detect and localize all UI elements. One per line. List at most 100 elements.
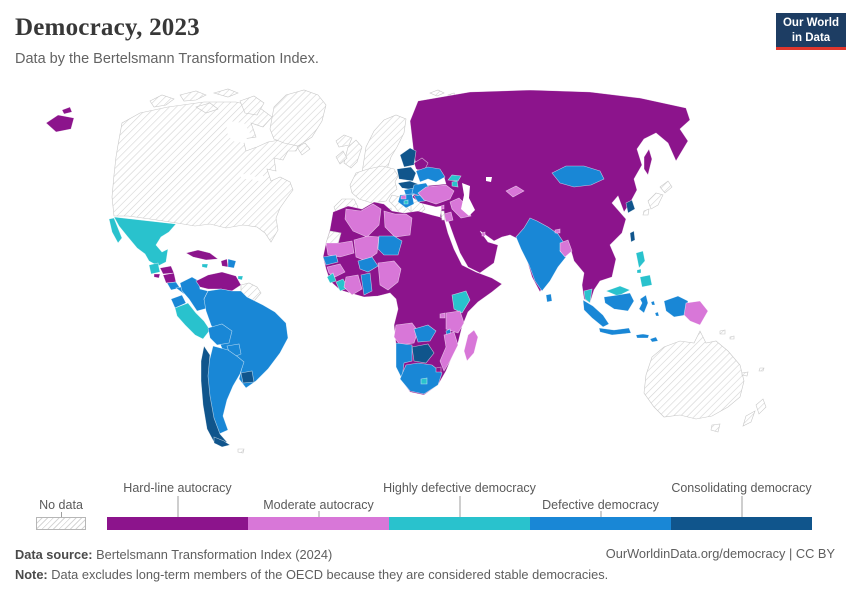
region-new-zealand[interactable] (755, 398, 767, 415)
region-chile[interactable] (200, 345, 228, 445)
region-mali[interactable] (353, 235, 380, 262)
region-georgia[interactable] (447, 174, 462, 182)
region-iceland[interactable] (335, 134, 353, 148)
region-japan[interactable] (642, 208, 650, 216)
region-indonesia[interactable] (603, 292, 635, 312)
region-arctic-islands[interactable] (212, 88, 239, 98)
region-arctic-islands[interactable] (149, 94, 175, 108)
region-dominican-republic[interactable] (227, 258, 237, 269)
region-mexico[interactable] (113, 216, 177, 267)
region-qatar[interactable] (481, 231, 486, 237)
world-map[interactable] (0, 85, 850, 477)
region-uruguay[interactable] (240, 370, 255, 384)
region-mauritania[interactable] (325, 240, 355, 258)
region-chile[interactable] (213, 436, 231, 448)
region-bosnia[interactable] (400, 194, 407, 200)
region-philippines[interactable] (636, 268, 642, 274)
region-timor[interactable] (649, 336, 659, 343)
legend-segment-hardline[interactable] (107, 517, 248, 530)
region-australia[interactable] (643, 330, 745, 420)
region-belarus[interactable] (413, 157, 429, 172)
region-pacific-islands[interactable] (729, 335, 735, 340)
region-mongolia[interactable] (551, 165, 605, 188)
region-turkey[interactable] (417, 184, 455, 205)
region-mozambique[interactable] (439, 331, 459, 372)
region-lebanon[interactable] (440, 204, 445, 210)
region-botswana[interactable] (411, 343, 435, 364)
region-kyrgyzstan[interactable] (505, 185, 525, 198)
region-nicaragua[interactable] (162, 272, 177, 284)
region-arctic-islands[interactable] (239, 95, 265, 116)
region-madagascar[interactable] (463, 329, 479, 362)
region-rwanda-burundi[interactable] (439, 312, 446, 319)
region-poland[interactable] (396, 166, 417, 182)
region-indonesia[interactable] (654, 311, 660, 317)
region-indonesia[interactable] (598, 327, 632, 336)
legend-segment-consolidating[interactable] (671, 517, 812, 530)
region-sakhalin[interactable] (643, 148, 653, 176)
footer-credit-link[interactable]: OurWorldinData.org/democracy | CC BY (605, 546, 835, 561)
region-south-korea[interactable] (625, 199, 636, 214)
region-guatemala[interactable] (148, 262, 161, 275)
legend-no-data-swatch[interactable] (36, 517, 86, 530)
region-russia-far-east[interactable] (61, 106, 73, 115)
legend-segment-moderate[interactable] (248, 517, 389, 530)
region-malaysia[interactable] (583, 288, 593, 304)
region-russia-far-east[interactable] (45, 114, 75, 133)
region-cote-divoire[interactable] (343, 274, 363, 296)
region-newfoundland[interactable] (296, 142, 311, 156)
region-lesotho[interactable] (420, 377, 428, 385)
region-uk[interactable] (343, 139, 363, 169)
region-mexico[interactable] (108, 217, 123, 244)
region-bhutan[interactable] (554, 228, 561, 234)
region-eswatini[interactable] (435, 366, 442, 373)
region-malaysia[interactable] (605, 285, 631, 297)
region-papua-new-guinea[interactable] (683, 300, 709, 326)
region-ecuador[interactable] (170, 294, 187, 309)
region-burkina-faso[interactable] (357, 256, 379, 273)
region-niger[interactable] (377, 235, 403, 256)
region-pacific-islands[interactable] (741, 371, 749, 377)
region-montenegro[interactable] (403, 199, 409, 205)
region-kenya[interactable] (451, 290, 471, 314)
region-zambia[interactable] (413, 324, 437, 343)
region-bangladesh[interactable] (559, 239, 573, 258)
region-arctic-islands[interactable] (195, 102, 219, 114)
region-israel[interactable] (440, 210, 446, 221)
region-honduras[interactable] (159, 265, 175, 275)
region-senegal[interactable] (322, 254, 339, 266)
region-japan[interactable] (659, 180, 673, 194)
region-indonesia[interactable] (650, 300, 656, 306)
region-philippines[interactable] (639, 274, 653, 288)
region-new-zealand[interactable] (742, 410, 756, 427)
region-baltics[interactable] (399, 147, 417, 168)
region-west-europe[interactable] (349, 165, 399, 204)
region-armenia[interactable] (451, 180, 459, 188)
region-ukraine[interactable] (415, 166, 446, 183)
region-ghana[interactable] (360, 272, 373, 296)
legend-segment-defective[interactable] (530, 517, 671, 530)
region-algeria[interactable] (344, 203, 382, 238)
region-angola[interactable] (393, 322, 419, 346)
owid-logo[interactable]: Our World in Data (776, 13, 846, 50)
region-haiti[interactable] (220, 258, 229, 268)
region-jordan[interactable] (443, 211, 454, 223)
region-svalbard[interactable] (429, 89, 445, 97)
region-greenland[interactable] (269, 89, 327, 147)
region-jamaica[interactable] (201, 263, 209, 269)
region-bolivia[interactable] (207, 323, 233, 346)
legend-segment-highly-defective[interactable] (389, 517, 530, 530)
region-libya[interactable] (383, 210, 413, 238)
region-indonesia[interactable] (635, 333, 650, 339)
region-el-salvador[interactable] (153, 273, 161, 279)
region-sierra-leone[interactable] (326, 272, 337, 284)
region-cuba[interactable] (185, 249, 219, 261)
legend-no-data[interactable]: No data (36, 498, 86, 530)
region-pacific-islands[interactable] (719, 329, 726, 335)
region-peru[interactable] (174, 302, 211, 340)
region-pacific-islands[interactable] (758, 367, 765, 372)
region-south-africa[interactable] (399, 362, 443, 395)
region-philippines[interactable] (635, 250, 646, 269)
region-ireland[interactable] (335, 150, 348, 165)
region-trinidad[interactable] (237, 275, 244, 281)
